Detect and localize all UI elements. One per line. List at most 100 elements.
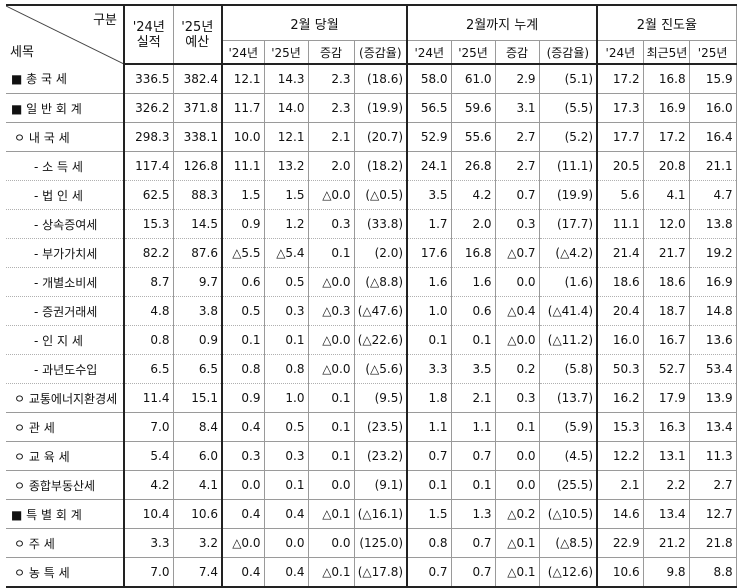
cell-value: 18.6 xyxy=(597,267,644,297)
cell-value: △0.3 xyxy=(308,296,355,326)
cell-value: (△8.5) xyxy=(539,528,599,558)
cell-value: 0.1 xyxy=(264,325,309,355)
cum-sub-rate: (증감율) xyxy=(539,40,599,65)
cell-value: △0.7 xyxy=(495,238,540,268)
row-label: - 인 지 세 xyxy=(6,325,125,355)
cell-value: 0.1 xyxy=(451,325,496,355)
cell-value: (△17.8) xyxy=(354,557,409,588)
cell-value: (5.9) xyxy=(539,412,599,442)
cell-value: 3.3 xyxy=(407,354,452,384)
cell-value: (1.6) xyxy=(539,267,599,297)
cell-value: △0.1 xyxy=(495,528,540,558)
cell-value: 62.5 xyxy=(124,180,174,210)
cell-value: △0.4 xyxy=(495,296,540,326)
cell-value: 52.9 xyxy=(407,122,452,152)
cell-value: 17.2 xyxy=(597,64,644,94)
cell-value: 17.7 xyxy=(597,122,644,152)
cell-value: 16.9 xyxy=(689,267,737,297)
cell-value: △0.0 xyxy=(495,325,540,355)
cell-value: (4.5) xyxy=(539,441,599,471)
cell-value: 16.3 xyxy=(643,412,690,442)
cell-value: (125.0) xyxy=(354,528,409,558)
cell-value: 3.5 xyxy=(407,180,452,210)
cell-value: 4.7 xyxy=(689,180,737,210)
cell-value: 2.1 xyxy=(451,383,496,413)
row-label: ■ 일 반 회 계 xyxy=(6,93,125,123)
cell-value: 2.3 xyxy=(308,64,355,94)
cell-value: 10.6 xyxy=(597,557,644,588)
cell-value: 0.1 xyxy=(407,470,452,500)
feb-sub-rate: (증감율) xyxy=(354,40,409,65)
col-2024-l2: 실적 xyxy=(136,34,161,50)
cell-value: 11.1 xyxy=(222,151,265,181)
cell-value: 16.9 xyxy=(643,93,690,123)
cell-value: △0.1 xyxy=(495,557,540,588)
cell-value: 0.0 xyxy=(308,470,355,500)
cell-value: 20.5 xyxy=(597,151,644,181)
cell-value: 0.0 xyxy=(264,528,309,558)
row-label: - 부가가치세 xyxy=(6,238,125,268)
row-label: ■ 총 국 세 xyxy=(6,64,125,94)
cell-value: 0.3 xyxy=(264,441,309,471)
cell-value: 0.1 xyxy=(451,470,496,500)
cell-value: 0.1 xyxy=(308,238,355,268)
cell-value: 15.3 xyxy=(597,412,644,442)
cum-sub-2024: '24년 xyxy=(407,40,452,65)
cell-value: △5.5 xyxy=(222,238,265,268)
cell-value: (17.7) xyxy=(539,209,599,239)
cell-value: 0.0 xyxy=(495,441,540,471)
cell-value: (△16.1) xyxy=(354,499,409,529)
cell-value: 2.1 xyxy=(308,122,355,152)
table-row: ㅇ 농 특 세 7.0 7.4 0.4 0.4 △0.1 (△17.8) 0.7 0.7 △0.1… xyxy=(6,557,737,588)
cell-value: △0.0 xyxy=(308,180,355,210)
cell-value: (9.5) xyxy=(354,383,409,413)
cell-value: 13.8 xyxy=(689,209,737,239)
cell-value: 13.4 xyxy=(689,412,737,442)
cell-value: △0.0 xyxy=(308,267,355,297)
cell-value: 14.6 xyxy=(597,499,644,529)
table-row: ㅇ 내 국 세 298.3 338.1 10.0 12.1 2.1 (20.7) 52.9 55… xyxy=(6,122,737,152)
table-row: - 법 인 세 62.5 88.3 1.5 1.5 △0.0 (△0.5) 3.5 4.2 0.7… xyxy=(6,180,737,210)
cell-value: 0.4 xyxy=(222,557,265,588)
group-cumulative: 2월까지 누계 xyxy=(407,5,599,41)
cell-value: (23.5) xyxy=(354,412,409,442)
tax-revenue-table: 구분 세목 '24년 실적 '25년 예산 2월 당월 2월까지 누계 2월 진… xyxy=(6,4,737,588)
cell-value: 2.0 xyxy=(308,151,355,181)
cell-value: 3.5 xyxy=(451,354,496,384)
cell-value: 1.8 xyxy=(407,383,452,413)
table-row: ㅇ 교 육 세 5.4 6.0 0.3 0.3 0.1 (23.2) 0.7 0.7 0.0 (4.… xyxy=(6,441,737,471)
cell-value: 14.5 xyxy=(173,209,223,239)
cell-value: 21.1 xyxy=(689,151,737,181)
cell-value: 21.2 xyxy=(643,528,690,558)
prog-sub-2025: '25년 xyxy=(689,40,737,65)
cell-value: 16.7 xyxy=(643,325,690,355)
cell-value: 13.4 xyxy=(643,499,690,529)
cell-value: 20.8 xyxy=(643,151,690,181)
cell-value: 59.6 xyxy=(451,93,496,123)
cell-value: 9.8 xyxy=(643,557,690,588)
cell-value: △0.1 xyxy=(308,557,355,588)
cell-value: 1.1 xyxy=(451,412,496,442)
cell-value: 382.4 xyxy=(173,64,223,94)
cell-value: 0.1 xyxy=(222,325,265,355)
cell-value: 326.2 xyxy=(124,93,174,123)
cell-value: 0.0 xyxy=(495,470,540,500)
table-row: ㅇ 관 세 7.0 8.4 0.4 0.5 0.1 (23.5) 1.1 1.1 0.1 (5.9)… xyxy=(6,412,737,442)
cell-value: 3.8 xyxy=(173,296,223,326)
cell-value: 0.3 xyxy=(222,441,265,471)
cell-value: (23.2) xyxy=(354,441,409,471)
cell-value: (25.5) xyxy=(539,470,599,500)
cell-value: (△41.4) xyxy=(539,296,599,326)
cell-value: 3.2 xyxy=(173,528,223,558)
row-label: ■ 특 별 회 계 xyxy=(6,499,125,529)
cell-value: (2.0) xyxy=(354,238,409,268)
cell-value: 20.4 xyxy=(597,296,644,326)
cell-value: 3.3 xyxy=(124,528,174,558)
row-label: ㅇ 내 국 세 xyxy=(6,122,125,152)
cell-value: 1.7 xyxy=(407,209,452,239)
cell-value: 11.1 xyxy=(597,209,644,239)
cell-value: 22.9 xyxy=(597,528,644,558)
cell-value: 0.5 xyxy=(264,412,309,442)
cell-value: 0.8 xyxy=(264,354,309,384)
cell-value: 13.9 xyxy=(689,383,737,413)
